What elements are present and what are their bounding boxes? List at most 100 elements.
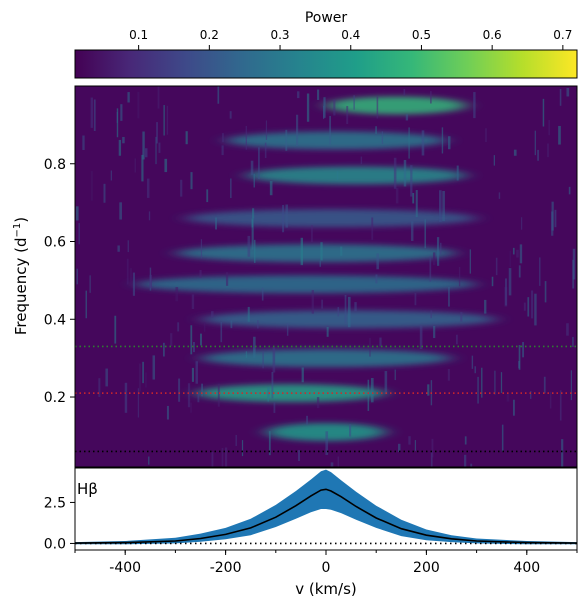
power-band (245, 166, 467, 185)
noise-streak (190, 402, 192, 413)
noise-streak (326, 327, 329, 337)
noise-streak (98, 378, 101, 397)
noise-streak (178, 378, 181, 402)
noise-streak (187, 383, 191, 408)
noise-streak (126, 258, 129, 285)
noise-streak (411, 221, 414, 241)
noise-streak (381, 131, 384, 144)
noise-streak (306, 93, 310, 122)
noise-streak (464, 454, 467, 467)
noise-streak (501, 424, 504, 452)
noise-streak (241, 440, 244, 457)
noise-streak (494, 370, 496, 395)
noise-streak (516, 249, 519, 258)
noise-streak (149, 275, 152, 289)
noise-streak (134, 158, 137, 173)
noise-streak (157, 86, 160, 109)
noise-streak (251, 218, 254, 250)
noise-streak (190, 172, 193, 190)
power-band (195, 384, 387, 403)
noise-streak (89, 275, 91, 293)
noise-streak (119, 202, 122, 220)
noise-streak (103, 183, 106, 203)
noise-streak (441, 127, 444, 154)
noise-streak (519, 244, 523, 264)
noise-streak (311, 225, 313, 243)
noise-streak (548, 120, 550, 136)
noise-streak (531, 290, 534, 319)
noise-streak (230, 320, 233, 329)
noise-streak (384, 371, 388, 395)
noise-streak (513, 149, 517, 156)
noise-streak (110, 170, 112, 181)
noise-streak (527, 297, 530, 317)
colorbar-tick-label: 0.7 (553, 28, 572, 42)
noise-streak (414, 440, 417, 451)
power-band (185, 209, 477, 228)
noise-streak (537, 149, 539, 161)
noise-streak (206, 189, 209, 203)
noise-streak (122, 136, 125, 144)
noise-streak (512, 399, 515, 416)
noise-streak (257, 320, 259, 329)
noise-streak (137, 91, 140, 119)
noise-streak (224, 447, 228, 467)
noise-streak (410, 165, 413, 197)
noise-streak (201, 383, 204, 397)
noise-streak (297, 91, 300, 99)
noise-streak (193, 342, 195, 353)
noise-streak (311, 290, 314, 314)
noise-streak (504, 287, 508, 307)
noise-streak (491, 276, 494, 287)
noise-streak (129, 268, 133, 285)
noise-streak (477, 376, 479, 404)
noise-streak (210, 311, 214, 318)
noise-streak (419, 325, 423, 349)
noise-streak (393, 157, 397, 189)
noise-streak (191, 367, 194, 382)
noise-streak (282, 205, 285, 233)
noise-streak (221, 145, 224, 156)
noise-streak (250, 160, 254, 176)
noise-streak (484, 128, 488, 143)
noise-streak (253, 239, 256, 263)
noise-streak (522, 342, 525, 358)
noise-streak (269, 181, 273, 196)
noise-streak (544, 281, 547, 303)
noise-streak (323, 97, 326, 118)
noise-streak (114, 315, 117, 344)
noise-streak (166, 405, 169, 420)
profile-panel: Hβ 0.0 2.5 -400 -200 0 200 400 v (km/s) (44, 467, 578, 598)
noise-streak (301, 367, 304, 383)
noise-streak (180, 179, 183, 197)
noise-streak (252, 208, 255, 219)
noise-streak (85, 290, 87, 319)
noise-streak (124, 382, 128, 413)
noise-streak (337, 307, 340, 317)
noise-streak (394, 369, 396, 381)
noise-streak (170, 333, 173, 346)
heatmap-panel: 0.2 0.4 0.6 0.8 Frequency (d−1) (12, 85, 578, 468)
noise-streak (421, 130, 425, 156)
noise-streak (518, 265, 521, 278)
noise-streak (542, 98, 545, 127)
noise-streak (319, 260, 321, 267)
noise-streak (138, 363, 141, 392)
noise-streak (325, 431, 329, 455)
noise-streak (141, 154, 144, 182)
noise-streak (127, 92, 130, 103)
noise-streak (105, 368, 108, 387)
noise-streak (245, 125, 247, 150)
noise-streak (559, 390, 562, 421)
noise-streak (175, 287, 179, 302)
noise-streak (247, 235, 251, 257)
noise-streak (568, 186, 571, 195)
noise-streak (458, 266, 461, 287)
noise-streak (166, 105, 169, 135)
noise-streak (235, 434, 237, 446)
noise-streak (424, 219, 427, 249)
profile-y-ticks: 0.0 2.5 (44, 495, 75, 552)
noise-streak (474, 366, 476, 374)
noise-streak (90, 171, 93, 201)
noise-streak (506, 393, 510, 402)
